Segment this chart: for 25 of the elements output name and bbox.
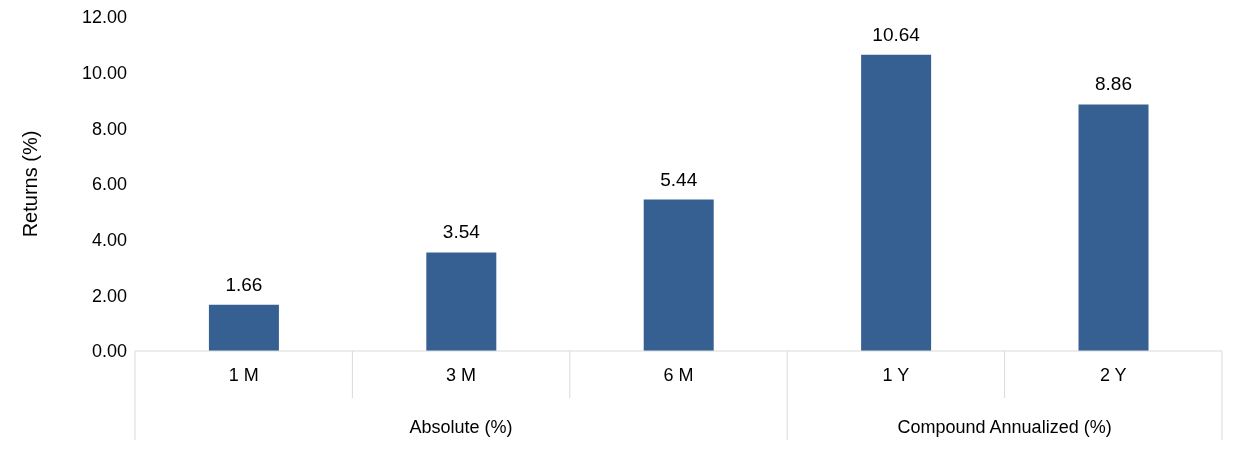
bar (1078, 104, 1149, 351)
text: Absolute (%) (409, 417, 513, 437)
data-label: 1.66 (225, 273, 263, 295)
bar (426, 252, 497, 351)
text: Compound Annualized (%) (897, 417, 1112, 437)
y-tick-label: 8.00 (91, 118, 127, 139)
x-tick-label: 1 Y (882, 365, 910, 385)
x-tick-label: 6 M (663, 365, 694, 385)
data-label: 8.86 (1095, 73, 1133, 95)
y-axis-title: Returns (%) (19, 130, 42, 238)
data-label: 3.54 (442, 221, 481, 243)
y-tick-label: 0.00 (91, 341, 127, 362)
y-tick-label: 6.00 (91, 174, 127, 195)
bar (643, 199, 714, 351)
y-tick-label: 10.00 (81, 63, 127, 84)
y-tick-label: 12.00 (81, 7, 127, 28)
x-tick-label: 2 Y (1099, 365, 1127, 385)
x-tick-label: 3 M (446, 365, 477, 385)
y-tick-label: 4.00 (91, 230, 127, 251)
data-label: 10.64 (872, 23, 921, 45)
y-tick-label: 2.00 (91, 285, 127, 306)
x-tick-label: 1 M (228, 365, 259, 385)
bar (208, 304, 279, 351)
data-label: 5.44 (660, 168, 698, 190)
bar (861, 54, 932, 351)
